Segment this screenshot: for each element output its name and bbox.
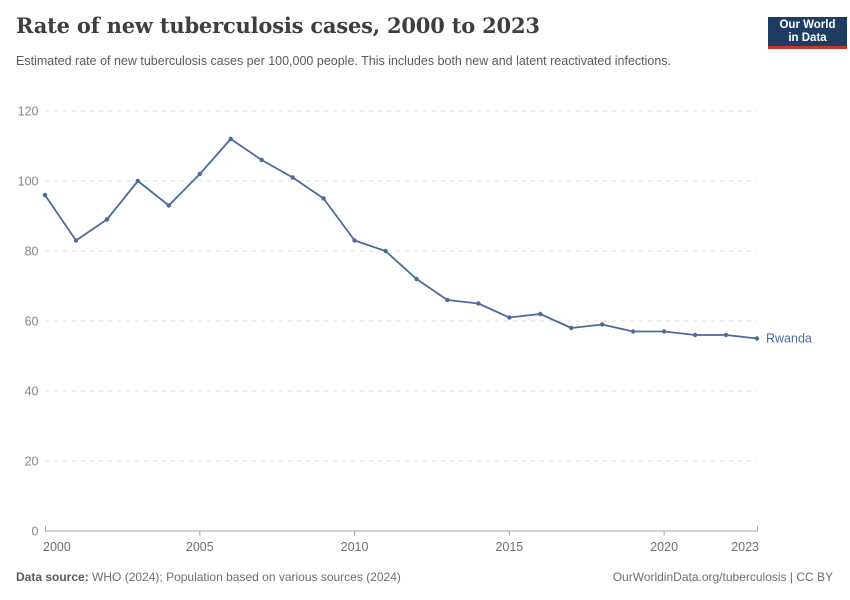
tb-rate-line-chart[interactable]: 0 20 40 60 80 100 120 2000 2005 2010 2015 2020 2023 R… xyxy=(0,95,850,565)
series-end-label-rwanda[interactable]: Rwanda xyxy=(766,332,812,346)
data-point-2016[interactable] xyxy=(538,311,543,317)
data-point-2010[interactable] xyxy=(352,238,357,243)
y-tick-label-80: 80 xyxy=(25,245,39,259)
x-tick-label-2015: 2015 xyxy=(495,540,523,554)
y-tick-label-120: 120 xyxy=(18,105,39,119)
owid-logo-line2: in Data xyxy=(788,31,827,44)
data-point-2000[interactable] xyxy=(42,192,48,198)
data-point-2001[interactable] xyxy=(73,238,79,243)
data-point-2017[interactable] xyxy=(569,325,574,331)
chart-subtitle: Estimated rate of new tuberculosis cases… xyxy=(16,54,672,68)
data-point-2009[interactable] xyxy=(321,196,326,201)
data-point-2005[interactable] xyxy=(197,171,202,177)
data-point-2003[interactable] xyxy=(135,178,141,184)
credit-link[interactable]: OurWorldinData.org/tuberculosis | CC BY xyxy=(612,570,833,584)
data-point-2015[interactable] xyxy=(507,315,512,320)
data-point-2020[interactable] xyxy=(661,329,667,334)
data-point-2018[interactable] xyxy=(600,322,605,327)
data-point-2023[interactable] xyxy=(754,336,760,341)
data-point-2011[interactable] xyxy=(383,248,388,254)
x-tick-label-2020: 2020 xyxy=(650,540,678,554)
y-tick-label-60: 60 xyxy=(25,315,39,329)
x-tick-label-2010: 2010 xyxy=(341,540,369,554)
x-tick-label-2000: 2000 xyxy=(43,540,71,554)
data-point-2012[interactable] xyxy=(414,276,419,282)
y-tick-label-20: 20 xyxy=(25,455,39,469)
y-tick-label-100: 100 xyxy=(18,175,39,189)
data-point-2021[interactable] xyxy=(692,332,698,338)
chart-footer: Data source: WHO (2024); Population base… xyxy=(0,566,850,590)
series-line-rwanda[interactable] xyxy=(44,138,758,340)
data-point-2007[interactable] xyxy=(259,157,264,163)
data-point-2006[interactable] xyxy=(228,136,233,142)
data-point-2014[interactable] xyxy=(476,301,481,306)
data-point-2013[interactable] xyxy=(445,297,450,303)
x-tick-label-2005: 2005 xyxy=(186,540,214,554)
data-point-2004[interactable] xyxy=(166,203,172,208)
owid-logo[interactable]: Our World in Data xyxy=(768,17,847,49)
data-point-2008[interactable] xyxy=(290,175,295,180)
data-point-2022[interactable] xyxy=(723,332,729,338)
data-source-text: Data source: WHO (2024); Population base… xyxy=(16,570,401,584)
y-tick-label-0: 0 xyxy=(32,525,39,539)
data-point-2019[interactable] xyxy=(630,329,636,334)
chart-title: Rate of new tuberculosis cases, 2000 to … xyxy=(16,13,540,38)
data-source-label: Data source: xyxy=(16,570,89,584)
owid-logo-line1: Our World xyxy=(779,18,836,31)
data-point-2002[interactable] xyxy=(104,217,110,222)
data-source-value: WHO (2024); Population based on various … xyxy=(92,570,401,584)
y-tick-label-40: 40 xyxy=(25,385,39,399)
x-tick-label-2023: 2023 xyxy=(731,540,759,554)
